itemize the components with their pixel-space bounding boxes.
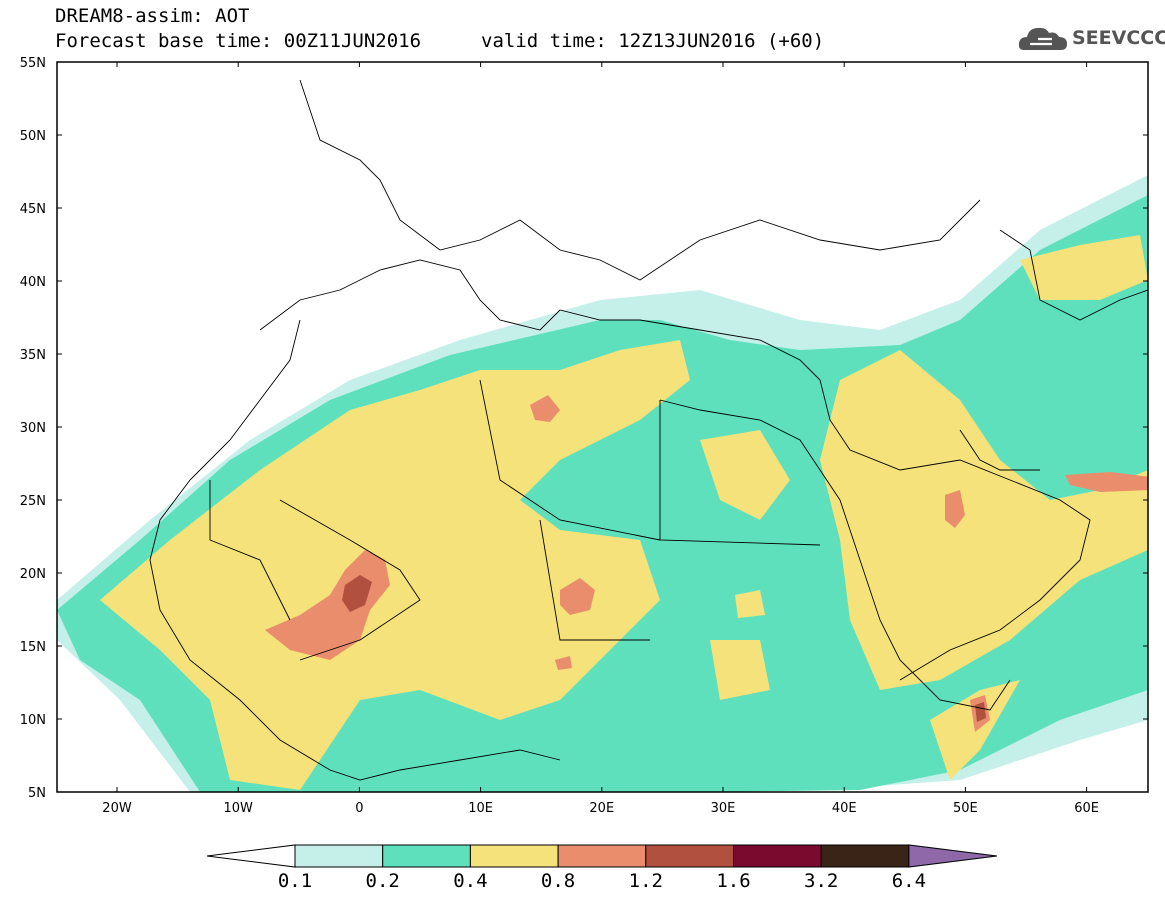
cloud-icon (1018, 27, 1067, 50)
lon-label: 30E (711, 801, 736, 816)
colorbar (206, 844, 997, 868)
longitude-axis: 20W 10W 0 10E 20E 30E 40E 50E 60E (102, 62, 1099, 816)
lon-label: 50E (953, 801, 978, 816)
lon-label: 40E (832, 801, 857, 816)
logo-text: SEEVCCC (1072, 27, 1165, 49)
seevccc-logo: SEEVCCC (1018, 22, 1165, 56)
colorbar-level-label: 0.4 (453, 870, 488, 892)
lon-label: 20E (589, 801, 614, 816)
lat-label: 10N (20, 713, 46, 728)
valid-time: valid time: 12Z13JUN2016 (+60) (481, 30, 825, 52)
lat-label: 30N (20, 421, 46, 436)
colorbar-bin (294, 844, 384, 868)
lon-label: 20W (102, 801, 132, 816)
colorbar-bin (645, 844, 734, 868)
lat-label: 55N (20, 56, 46, 71)
colorbar-level-label: 0.2 (365, 870, 400, 892)
colorbar-level-label: 0.8 (540, 870, 576, 892)
colorbar-level-label: 1.2 (628, 870, 663, 892)
lon-label: 0 (355, 801, 363, 816)
colorbar-bin (733, 844, 822, 868)
lon-label: 10W (223, 801, 253, 816)
lat-label: 50N (20, 129, 46, 144)
latitude-axis: 55N 50N 45N 40N 35N 30N 25N 20N 15N 10N 5N (20, 56, 1148, 801)
colorbar-bin (557, 844, 647, 868)
lat-label: 45N (20, 202, 46, 217)
colorbar-level-label: 1.6 (716, 870, 751, 892)
colorbar-level-label: 6.4 (891, 870, 927, 892)
lon-label: 60E (1074, 801, 1099, 816)
colorbar-min-arrow (206, 844, 296, 868)
lat-label: 35N (20, 348, 46, 363)
colorbar-bin (469, 844, 559, 868)
lat-label: 20N (20, 567, 46, 582)
colorbar-level-label: 0.1 (277, 870, 313, 892)
colorbar-level-label: 3.2 (804, 870, 839, 892)
colorbar-max-arrow (908, 844, 997, 868)
map-title: DREAM8-assim: AOT (55, 5, 250, 27)
lat-label: 15N (20, 640, 46, 655)
lat-label: 25N (20, 494, 46, 509)
coastlines (149, 79, 1148, 781)
lat-label: 5N (28, 786, 46, 801)
lat-label: 40N (20, 275, 46, 290)
forecast-base-time: Forecast base time: 00Z11JUN2016 (55, 30, 422, 52)
colorbar-bin (820, 844, 910, 868)
lon-label: 10E (468, 801, 493, 816)
aot-field (57, 175, 1148, 792)
colorbar-bin (382, 844, 471, 868)
